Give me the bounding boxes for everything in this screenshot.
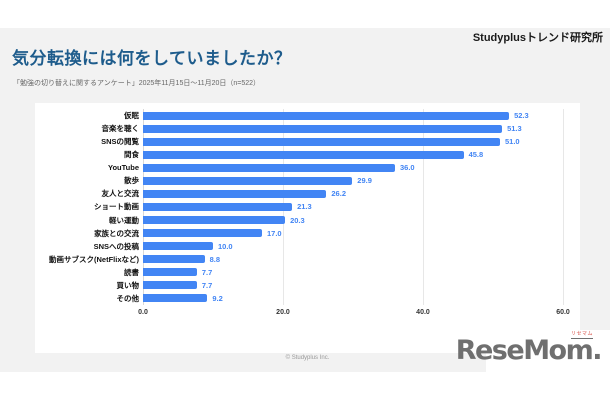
bar xyxy=(143,268,197,277)
bar xyxy=(143,163,395,172)
bar-track: 7.7 xyxy=(143,267,563,277)
chart-row: 動画サブスク(NetFlixなど) 8.8 xyxy=(35,253,580,266)
chart-row: その他 9.2 xyxy=(35,292,580,305)
value-label: 26.2 xyxy=(331,189,346,199)
bar-track: 7.7 xyxy=(143,280,563,290)
value-label: 20.3 xyxy=(290,215,305,225)
bar-track: 51.3 xyxy=(143,124,563,134)
category-label: 音楽を聴く xyxy=(101,124,140,134)
page-title: 気分転換には何をしていましたか？ xyxy=(12,49,292,68)
value-label: 51.3 xyxy=(507,124,522,134)
bar xyxy=(143,242,213,251)
chart-row: 読書 7.7 xyxy=(35,266,580,279)
chart-row: 買い物 7.7 xyxy=(35,279,580,292)
category-label: 動画サブスク(NetFlixなど) xyxy=(49,254,139,264)
value-label: 21.3 xyxy=(297,202,312,212)
category-label: YouTube xyxy=(108,163,139,173)
chart-row: 家族との交流 17.0 xyxy=(35,227,580,240)
bar-track: 9.2 xyxy=(143,293,563,303)
chart-row: 仮眠 52.3 xyxy=(35,109,580,122)
value-label: 52.3 xyxy=(514,111,529,121)
resemom-logo: ReseMom. xyxy=(455,335,603,366)
bar xyxy=(143,281,197,290)
value-label: 29.9 xyxy=(357,176,372,186)
x-tick-label: 60.0 xyxy=(556,309,570,316)
category-label: 家族との交流 xyxy=(94,228,139,238)
bar-track: 10.0 xyxy=(143,241,563,251)
logo-ruby-text: リセマム xyxy=(570,331,593,339)
category-label: その他 xyxy=(116,293,140,303)
value-label: 36.0 xyxy=(400,163,415,173)
bar-track: 8.8 xyxy=(143,254,563,264)
brand-label: Studyplusトレンド研究所 xyxy=(472,32,603,44)
chart-row: SNSへの投稿 10.0 xyxy=(35,240,580,253)
value-label: 51.0 xyxy=(505,137,520,147)
bar xyxy=(143,150,464,159)
category-label: SNSの閲覧 xyxy=(101,137,139,147)
bottom-strip xyxy=(0,372,610,400)
chart-row: 友人と交流 26.2 xyxy=(35,187,580,200)
x-tick-label: 0.0 xyxy=(138,309,148,316)
value-label: 7.7 xyxy=(201,267,213,277)
bar xyxy=(143,255,205,264)
chart-row: 音楽を聴く 51.3 xyxy=(35,122,580,135)
logo-box xyxy=(486,330,610,372)
chart-card: 仮眠 52.3 音楽を聴く 51.3 SNSの閲覧 51.0 間食 45.8 YouTube 36… xyxy=(35,103,580,353)
bar-track: 45.8 xyxy=(143,150,563,160)
category-label: ショート動画 xyxy=(94,202,139,212)
category-label: SNSへの投稿 xyxy=(93,241,139,251)
x-tick-label: 20.0 xyxy=(276,309,290,316)
copyright-text: © Studyplus Inc. xyxy=(285,355,330,361)
category-label: 仮眠 xyxy=(124,111,139,121)
chart-row: YouTube 36.0 xyxy=(35,161,580,174)
category-label: 散歩 xyxy=(124,176,139,186)
bar-track: 26.2 xyxy=(143,189,563,199)
category-label: 友人と交流 xyxy=(101,189,140,199)
x-tick-label: 40.0 xyxy=(416,309,430,316)
value-label: 8.8 xyxy=(209,254,221,264)
survey-subtitle: 「勉強の切り替えに関するアンケート」2025年11月15日～11月20日（n=5… xyxy=(13,80,261,87)
bar-track: 21.3 xyxy=(143,202,563,212)
bar-track: 36.0 xyxy=(143,163,563,173)
bar xyxy=(143,176,353,185)
bar-track: 51.0 xyxy=(143,137,563,147)
value-label: 17.0 xyxy=(267,228,282,238)
category-label: 間食 xyxy=(124,150,139,160)
chart-row: 軽い運動 20.3 xyxy=(35,214,580,227)
bar xyxy=(143,294,208,303)
gridline xyxy=(422,109,424,305)
bar-track: 29.9 xyxy=(143,176,563,186)
bar-track: 17.0 xyxy=(143,228,563,238)
bar xyxy=(143,189,327,198)
chart-row: 散歩 29.9 xyxy=(35,174,580,187)
chart-row: 間食 45.8 xyxy=(35,148,580,161)
value-label: 7.7 xyxy=(201,280,213,290)
value-label: 9.2 xyxy=(212,293,223,303)
chart-row: ショート動画 21.3 xyxy=(35,200,580,213)
bar xyxy=(143,111,510,120)
bar xyxy=(143,137,500,146)
value-label: 10.0 xyxy=(217,241,233,251)
bar xyxy=(143,202,293,211)
bar-chart: 仮眠 52.3 音楽を聴く 51.3 SNSの閲覧 51.0 間食 45.8 YouTube 36… xyxy=(35,109,580,305)
value-label: 45.8 xyxy=(468,150,484,160)
x-axis: 0.0 20.0 40.0 60.0 xyxy=(138,309,570,323)
chart-row: SNSの閲覧 51.0 xyxy=(35,135,580,148)
bar-track: 52.3 xyxy=(143,111,563,121)
bar xyxy=(143,229,262,238)
category-label: 軽い運動 xyxy=(109,215,139,225)
category-label: 買い物 xyxy=(116,280,140,290)
bar xyxy=(143,124,503,133)
category-label: 読書 xyxy=(124,267,139,277)
bar xyxy=(143,216,286,225)
bar-track: 20.3 xyxy=(143,215,563,225)
gridline xyxy=(563,109,564,305)
